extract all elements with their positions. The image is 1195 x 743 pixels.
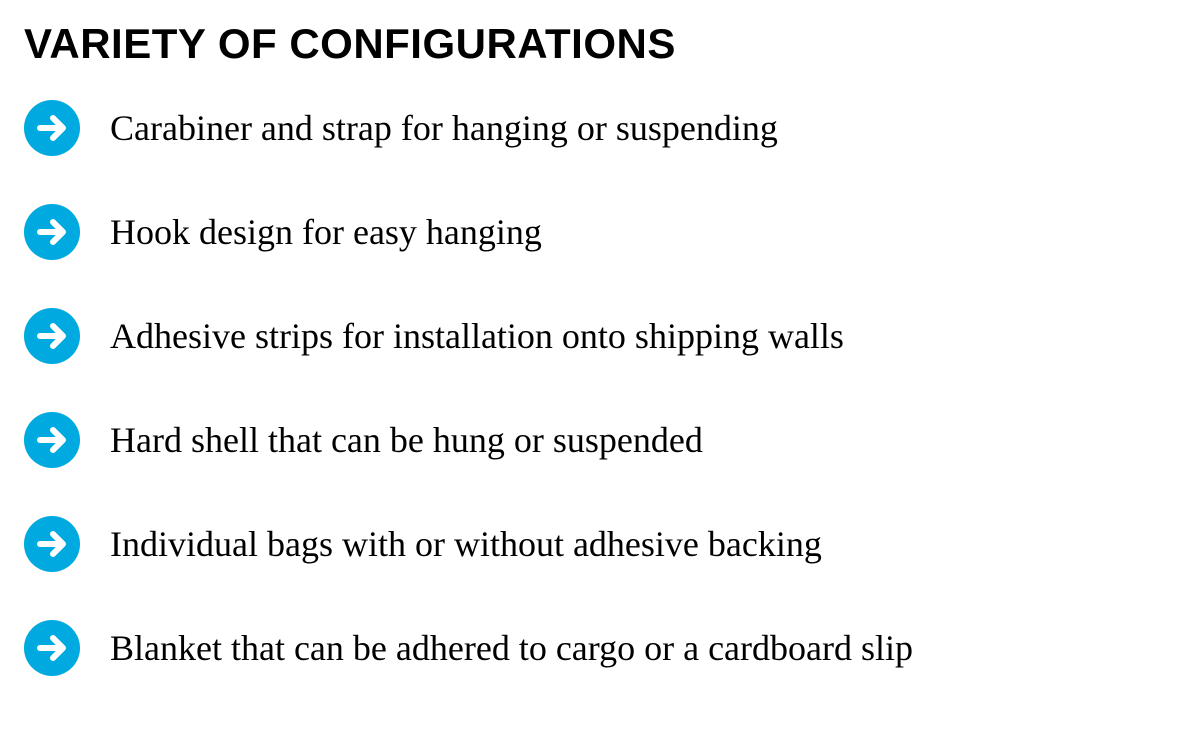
list-item: Hook design for easy hanging: [24, 204, 1171, 260]
list-item-text: Hook design for easy hanging: [110, 211, 542, 253]
arrow-right-icon: [24, 204, 80, 260]
arrow-right-icon: [24, 100, 80, 156]
arrow-right-icon: [24, 620, 80, 676]
list-item-text: Individual bags with or without adhesive…: [110, 523, 822, 565]
list-item: Adhesive strips for installation onto sh…: [24, 308, 1171, 364]
list-item-text: Blanket that can be adhered to cargo or …: [110, 627, 913, 669]
list-item-text: Carabiner and strap for hanging or suspe…: [110, 107, 778, 149]
list-item-text: Adhesive strips for installation onto sh…: [110, 315, 844, 357]
arrow-right-icon: [24, 516, 80, 572]
list-item: Blanket that can be adhered to cargo or …: [24, 620, 1171, 676]
arrow-right-icon: [24, 308, 80, 364]
list-item: Carabiner and strap for hanging or suspe…: [24, 100, 1171, 156]
configuration-list: Carabiner and strap for hanging or suspe…: [24, 100, 1171, 676]
list-item: Hard shell that can be hung or suspended: [24, 412, 1171, 468]
list-item: Individual bags with or without adhesive…: [24, 516, 1171, 572]
arrow-right-icon: [24, 412, 80, 468]
section-heading: VARIETY OF CONFIGURATIONS: [24, 20, 1171, 68]
list-item-text: Hard shell that can be hung or suspended: [110, 419, 703, 461]
